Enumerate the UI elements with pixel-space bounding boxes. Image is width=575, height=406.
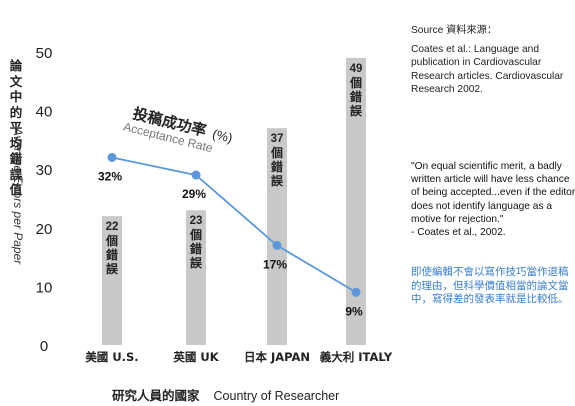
y-tick-label: 0 [40,338,48,355]
bar [346,57,366,346]
line-title-unit: (%) [211,126,234,145]
source-title: Source 資料來源： [411,25,498,36]
y-tick-label: 30 [36,162,53,179]
bar-unit-char: 個 [189,227,202,242]
bar-unit-char: 誤 [350,103,363,118]
bar-unit-char: 錯 [106,247,118,262]
source-block: Source 資料來源： Coates et al.: Language and… [411,24,575,96]
x-tick-label: 日本 JAPAN [244,350,310,364]
y-tick-label: 50 [36,45,53,62]
line-value-label: 32% [98,169,122,183]
quote-block: "On equal scientific merit, a badly writ… [411,160,575,239]
series-point [272,240,282,250]
bar-unit-char: 個 [270,145,283,160]
line-value-label: 9% [345,304,363,318]
x-tick-label: 義大利 ITALY [320,350,393,364]
y-tick-label: 40 [36,104,53,121]
x-tick-label: 美國 U.S. [85,350,138,364]
series-point [191,170,201,180]
source-text: Coates et al.: Language and publication … [411,44,564,95]
bar [102,216,122,345]
y-axis-title-cn: 論文中的平均錯誤值 [9,58,23,197]
series-point [351,287,361,297]
chinese-note: 即使編輯不會以寫作技巧當作退稿的理由，但科學價值相當的論文當中，寫得差的發表率就… [411,266,569,305]
quote-text: "On equal scientific merit, a badly writ… [411,161,575,225]
bar-unit-char: 誤 [190,255,203,270]
series-line [111,156,357,294]
bar-value-label: 23 [190,215,203,227]
bar-unit-char: 誤 [106,261,119,276]
bar-unit-char: 錯 [271,159,283,174]
bar [186,210,206,345]
series-point [107,152,117,162]
bar-unit-char: 錯 [350,89,362,104]
bar-unit-char: 錯 [190,241,202,256]
line-value-label: 29% [182,187,206,201]
x-axis-title-en: Country of Researcher [213,389,340,403]
x-tick-label: 英國 UK [172,350,219,364]
x-axis-title-cn: 研究人員的國家 [112,388,200,403]
quote-citation: - Coates et al., 2002. [411,227,506,239]
bar-unit-char: 個 [349,75,362,90]
y-tick-label: 10 [36,279,53,296]
bar-value-label: 37 [271,133,284,145]
y-tick-label: 20 [36,221,53,238]
y-axis-title-en: Average Errors per Paper [11,127,25,265]
bar-value-label: 22 [106,221,119,233]
bar-unit-char: 誤 [271,173,284,188]
bar [267,128,287,345]
x-axis-title: 研究人員的國家 Country of Researcher [112,385,339,404]
line-value-label: 17% [263,257,287,271]
bar-value-label: 49 [350,63,363,75]
bar-unit-char: 個 [105,233,118,248]
